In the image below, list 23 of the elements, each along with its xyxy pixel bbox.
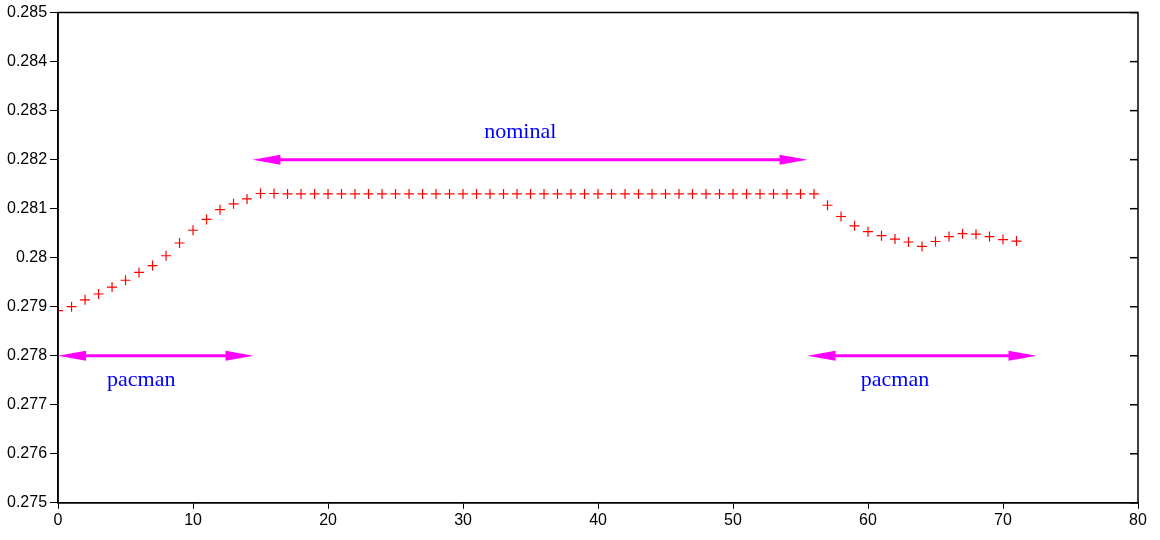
annotation: nominal <box>484 118 557 144</box>
y-tick-label: 0.282 <box>6 150 48 168</box>
x-tick-label: 40 <box>589 510 608 528</box>
y-tick-label: 0.276 <box>6 444 48 462</box>
y-tick-label: 0.283 <box>6 101 48 119</box>
y-tick-label: 0.28 <box>15 248 48 266</box>
x-tick-label: 30 <box>454 510 473 528</box>
y-tick-label: 0.278 <box>6 346 48 364</box>
y-tick-label: 0.275 <box>6 493 48 511</box>
y-tick-label: 0.277 <box>6 395 48 413</box>
annotation: pacman <box>106 365 176 391</box>
x-tick-label: 70 <box>994 510 1012 528</box>
y-tick-label: 0.279 <box>6 297 48 315</box>
y-tick-label: 0.285 <box>6 3 48 21</box>
x-tick-label: 60 <box>859 510 878 528</box>
x-tick-label: 10 <box>184 510 203 528</box>
y-tick-label: 0.284 <box>6 52 48 70</box>
x-tick-label: 0 <box>53 510 63 528</box>
x-tick-label: 80 <box>1129 510 1147 528</box>
annotation: pacman <box>860 365 930 391</box>
x-tick-label: 50 <box>724 510 743 528</box>
x-tick-label: 20 <box>319 510 338 528</box>
y-tick-label: 0.281 <box>6 199 48 217</box>
